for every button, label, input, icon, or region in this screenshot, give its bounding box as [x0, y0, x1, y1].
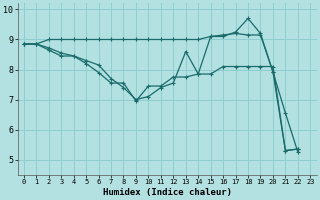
- X-axis label: Humidex (Indice chaleur): Humidex (Indice chaleur): [103, 188, 232, 197]
